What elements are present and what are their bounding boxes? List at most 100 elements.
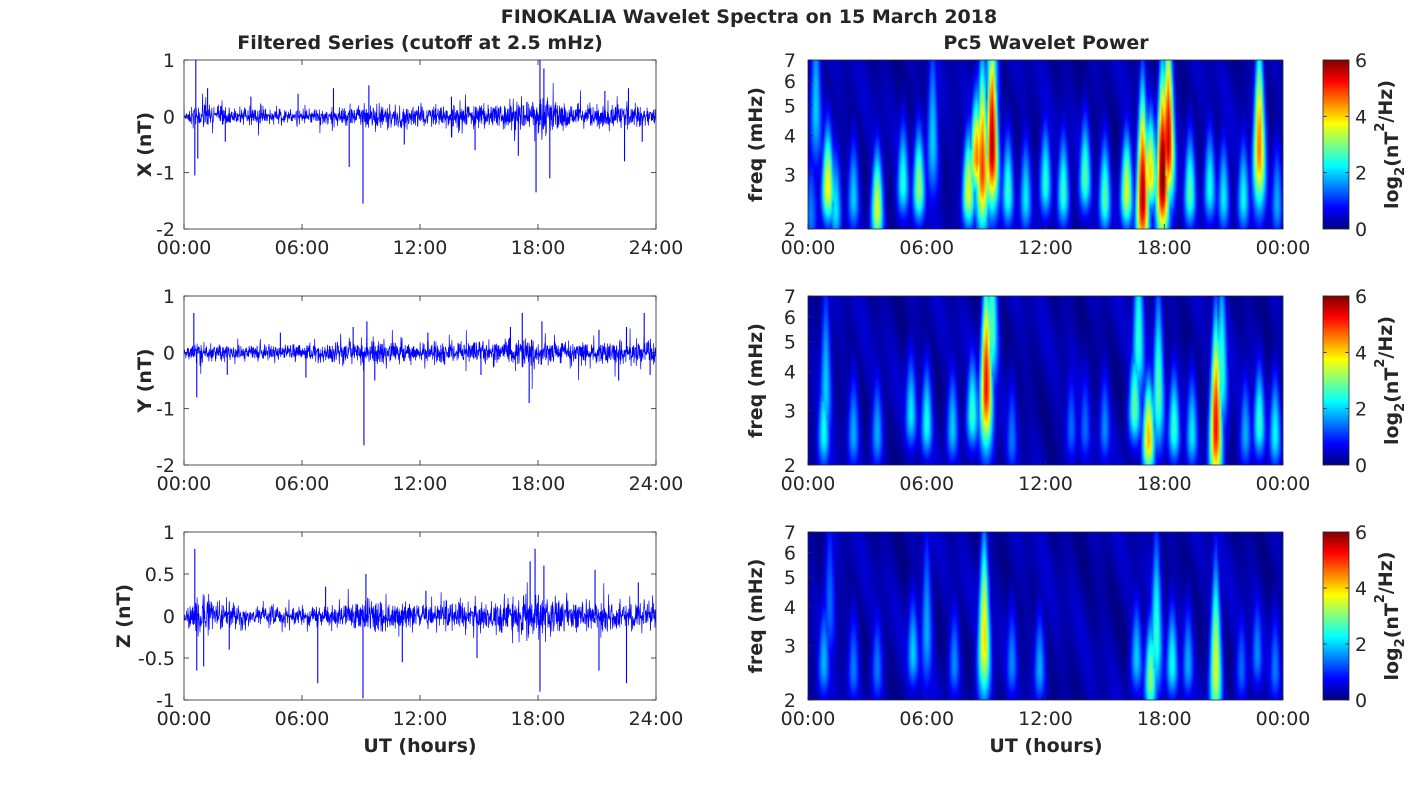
y-axis-label: Z (nT) <box>113 584 135 648</box>
y-tick-label: -1 <box>156 690 175 712</box>
colorbar-label-part: /Hz) <box>1375 316 1397 359</box>
y-tick-label: 5 <box>784 331 796 353</box>
x-tick-label: 00:00 <box>781 473 836 495</box>
x-tick-label: 06:00 <box>275 473 330 495</box>
x-tick-label: 00:00 <box>781 708 836 730</box>
colorbar <box>1322 59 1350 230</box>
x-tick-label: 06:00 <box>275 237 330 259</box>
y-axis-label: freq (mHz) <box>745 87 767 202</box>
y-tick-label: 7 <box>784 286 796 308</box>
x-tick-label: 06:00 <box>275 708 330 730</box>
x-tick-label: 00:00 <box>157 237 212 259</box>
x-tick-label: 12:00 <box>1018 237 1073 259</box>
x-tick-label: 18:00 <box>1137 473 1192 495</box>
x-tick-label: 24:00 <box>629 473 684 495</box>
heatmap-raster <box>808 296 1283 465</box>
x-tick-label: 24:00 <box>629 708 684 730</box>
colorbar-tick-label: 0 <box>1355 690 1367 712</box>
x-tick-label: 12:00 <box>1018 473 1073 495</box>
x-tick-label: 06:00 <box>899 237 954 259</box>
x-tick-label: 00:00 <box>1256 473 1311 495</box>
colorbar-label-part: log <box>1381 412 1403 445</box>
colorbar-label: log2(nT2/Hz) <box>1373 551 1408 680</box>
right-xlabel: UT (hours) <box>989 735 1102 757</box>
x-tick-label: 24:00 <box>629 237 684 259</box>
colorbar-tick-label: 0 <box>1355 455 1367 477</box>
x-tick-label: 06:00 <box>899 708 954 730</box>
x-tick-label: 00:00 <box>157 708 212 730</box>
series-panel-z: 00:00 06:00 12:00 18:00 24:00 -1 -0.5 0 0.5 1 Z (n… <box>113 522 683 730</box>
colorbar-tick-label: 4 <box>1355 342 1367 364</box>
y-tick-label: 4 <box>784 125 796 147</box>
y-tick-label: 7 <box>784 522 796 544</box>
y-tick-label: 0 <box>163 106 175 128</box>
colorbar-label-part: 2 <box>1393 403 1408 412</box>
colorbar-tick-label: 2 <box>1355 163 1367 185</box>
colorbar-tick-label: 6 <box>1355 522 1367 544</box>
y-tick-label: 3 <box>784 636 796 658</box>
colorbar <box>1322 531 1350 701</box>
y-tick-label: -1 <box>156 399 175 421</box>
series-line <box>184 83 656 142</box>
y-tick-label: -0.5 <box>138 648 175 670</box>
x-tick-label: 00:00 <box>1256 708 1311 730</box>
y-tick-label: 5 <box>784 567 796 589</box>
y-axis-label: X (nT) <box>134 112 156 177</box>
plot-area <box>184 60 656 229</box>
series-line <box>184 582 656 644</box>
y-tick-label: -2 <box>156 219 175 241</box>
y-tick-label: 4 <box>784 361 796 383</box>
colorbar-label-part: log <box>1381 647 1403 680</box>
y-tick-label: 0 <box>163 342 175 364</box>
x-tick-label: 18:00 <box>1137 237 1192 259</box>
colorbar-label-part: 2 <box>1393 638 1408 647</box>
colorbar-tick-label: 0 <box>1355 219 1367 241</box>
y-tick-label: 6 <box>784 543 796 565</box>
y-axis-label: freq (mHz) <box>745 559 767 674</box>
x-tick-label: 12:00 <box>393 708 448 730</box>
x-tick-label: 12:00 <box>393 473 448 495</box>
colorbar-tick-label: 2 <box>1355 634 1367 656</box>
y-tick-label: 1 <box>163 50 175 72</box>
colorbar-label-part: /Hz) <box>1375 80 1397 123</box>
y-tick-label: 3 <box>784 400 796 422</box>
x-tick-label: 00:00 <box>1256 237 1311 259</box>
colorbar <box>1322 295 1350 466</box>
heatmap-raster <box>808 532 1283 700</box>
heatmap-raster <box>808 60 1283 229</box>
x-tick-label: 18:00 <box>511 473 566 495</box>
colorbar-tick-label: 2 <box>1355 399 1367 421</box>
colorbar-label-part: (nT <box>1381 603 1403 638</box>
colorbar-tick-label: 6 <box>1355 50 1367 72</box>
y-tick-label: 0.5 <box>145 564 175 586</box>
right-column-title: Pc5 Wavelet Power <box>943 32 1149 54</box>
x-tick-label: 18:00 <box>1137 708 1192 730</box>
colorbar-label-part: 2 <box>1373 123 1388 132</box>
y-tick-label: 4 <box>784 597 796 619</box>
y-tick-label: 6 <box>784 307 796 329</box>
x-tick-label: 12:00 <box>1018 708 1073 730</box>
y-axis-label: freq (mHz) <box>745 323 767 438</box>
colorbar-tick-label: 6 <box>1355 286 1367 308</box>
y-tick-label: -2 <box>156 455 175 477</box>
y-tick-label: 2 <box>784 455 796 477</box>
series-panel-x: 00:00 06:00 12:00 18:00 24:00 -2 -1 0 1 X (nT) <box>134 50 683 259</box>
colorbar-label-part: /Hz) <box>1375 551 1397 594</box>
colorbar-label-part: log <box>1381 176 1403 209</box>
y-tick-label: 1 <box>163 522 175 544</box>
x-tick-label: 00:00 <box>781 237 836 259</box>
y-tick-label: 2 <box>784 219 796 241</box>
x-tick-label: 12:00 <box>393 237 448 259</box>
x-tick-label: 18:00 <box>511 708 566 730</box>
colorbar-label: log2(nT2/Hz) <box>1373 80 1408 209</box>
x-tick-label: 06:00 <box>899 473 954 495</box>
left-xlabel: UT (hours) <box>363 735 476 757</box>
y-tick-label: 7 <box>784 50 796 72</box>
y-tick-label: 5 <box>784 95 796 117</box>
plot-area <box>184 296 656 465</box>
figure-title: FINOKALIA Wavelet Spectra on 15 March 20… <box>501 6 997 28</box>
y-tick-label: 3 <box>784 164 796 186</box>
